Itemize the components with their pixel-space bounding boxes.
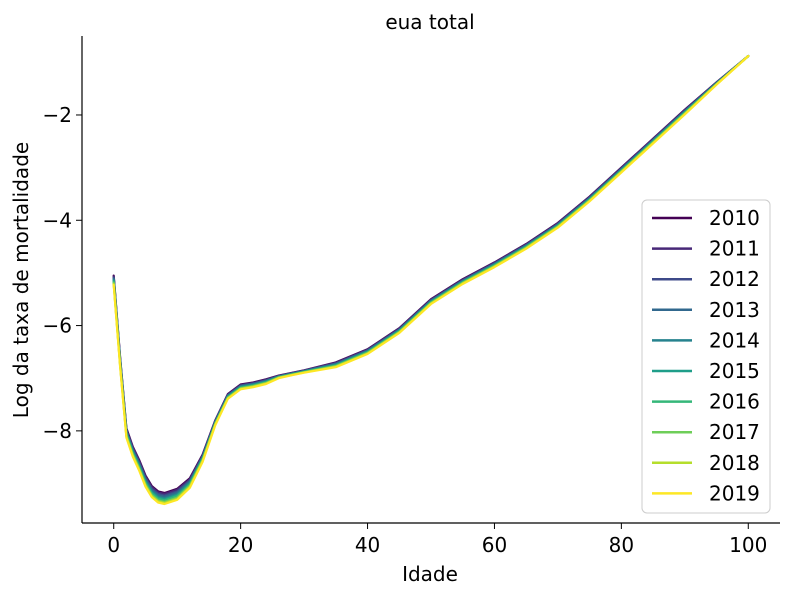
x-tick-label: 20 (228, 533, 253, 557)
x-tick-label: 60 (482, 533, 507, 557)
y-tick-label: −6 (43, 314, 72, 338)
legend-label-2015: 2015 (709, 359, 760, 383)
legend-label-2014: 2014 (709, 328, 760, 352)
legend-label-2017: 2017 (709, 420, 760, 444)
y-tick-label: −8 (43, 419, 72, 443)
x-tick-label: 0 (107, 533, 120, 557)
x-axis-label: Idade (402, 562, 458, 586)
series-line-2019 (112, 54, 750, 506)
y-ticks: −8 −6 −4 −2 (43, 103, 82, 443)
legend-label-2016: 2016 (709, 390, 760, 414)
x-ticks: 0 20 40 60 80 100 (107, 523, 767, 557)
y-axis-label: Log da taxa de mortalidade (9, 142, 33, 418)
legend: 2010 2011 2012 2013 2014 2015 2016 2017 2018 2019 (641, 199, 771, 514)
series-layer (112, 54, 750, 506)
x-tick-label: 40 (355, 533, 380, 557)
x-tick-label: 100 (729, 533, 767, 557)
legend-label-2019: 2019 (709, 481, 760, 505)
y-tick-label: −4 (43, 208, 72, 232)
legend-label-2011: 2011 (709, 237, 760, 261)
legend-label-2013: 2013 (709, 298, 760, 322)
legend-label-2012: 2012 (709, 267, 760, 291)
chart-title: eua total (385, 10, 474, 34)
legend-label-2010: 2010 (709, 206, 760, 230)
x-tick-label: 80 (609, 533, 634, 557)
y-tick-label: −2 (43, 103, 72, 127)
legend-label-2018: 2018 (709, 451, 760, 475)
